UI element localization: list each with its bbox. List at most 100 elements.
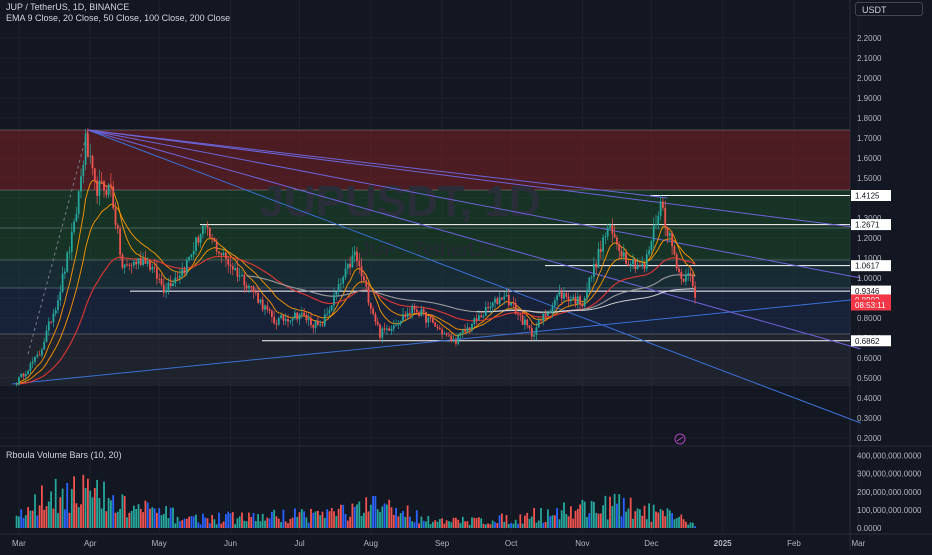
ema-legend[interactable]: EMA 9 Close, 20 Close, 50 Close, 100 Clo… bbox=[6, 13, 231, 23]
currency-button[interactable]: USDT bbox=[855, 2, 923, 16]
trendline bbox=[87, 129, 668, 199]
volume-bar bbox=[110, 500, 112, 528]
volume-bar bbox=[220, 523, 223, 528]
candle bbox=[342, 277, 345, 284]
volume-bar bbox=[547, 509, 549, 528]
candle bbox=[77, 191, 80, 214]
volume-bar bbox=[137, 504, 140, 528]
alert-icon[interactable] bbox=[674, 433, 686, 445]
candle bbox=[96, 180, 98, 196]
candle bbox=[75, 213, 78, 222]
candle bbox=[537, 320, 540, 328]
volume-bar bbox=[418, 523, 420, 528]
volume-bar bbox=[468, 524, 471, 528]
candle bbox=[326, 313, 328, 315]
volume-bar bbox=[687, 524, 690, 528]
candle bbox=[208, 227, 211, 238]
candle bbox=[162, 284, 165, 293]
candle bbox=[275, 323, 278, 325]
volume-bar bbox=[494, 522, 496, 528]
volume-bar bbox=[544, 521, 547, 528]
candle bbox=[448, 334, 450, 336]
volume-bar bbox=[521, 523, 524, 528]
candle bbox=[648, 250, 650, 255]
volume-bar bbox=[510, 522, 512, 528]
price-label-box bbox=[851, 219, 891, 231]
candle bbox=[583, 298, 586, 307]
volume-bar bbox=[627, 508, 630, 528]
volume-bar bbox=[432, 521, 434, 528]
volume-bar bbox=[202, 513, 204, 528]
volume-bar bbox=[434, 520, 437, 528]
volume-bar bbox=[144, 500, 147, 528]
price-tick-label: 0.6000 bbox=[857, 354, 882, 363]
candle bbox=[105, 190, 108, 195]
candle bbox=[652, 225, 655, 242]
symbol-title[interactable]: JUP / TetherUS, 1D, BINANCE bbox=[6, 2, 130, 12]
volume-legend[interactable]: Rboula Volume Bars (10, 20) bbox=[6, 450, 122, 460]
candle bbox=[197, 237, 200, 243]
volume-bar bbox=[135, 508, 138, 528]
candle bbox=[130, 265, 133, 266]
volume-bar bbox=[158, 508, 161, 528]
candle bbox=[291, 318, 294, 321]
volume-tick-label: 200,000,000.0000 bbox=[857, 488, 922, 497]
candle bbox=[576, 296, 579, 304]
candle bbox=[259, 299, 262, 303]
volume-bar bbox=[694, 526, 696, 528]
volume-bar bbox=[116, 511, 119, 528]
volume-bar bbox=[84, 488, 87, 528]
volume-bar bbox=[264, 520, 266, 528]
volume-bar bbox=[496, 523, 499, 528]
volume-bar bbox=[24, 515, 27, 528]
candle bbox=[80, 176, 82, 192]
volume-bar bbox=[650, 521, 653, 528]
volume-bar bbox=[415, 510, 418, 528]
candle bbox=[558, 291, 561, 296]
volume-bar bbox=[271, 511, 273, 528]
candle bbox=[372, 308, 374, 314]
candle bbox=[31, 361, 34, 364]
price-tick-label: 1.3000 bbox=[857, 214, 882, 223]
candle bbox=[34, 356, 36, 362]
candle bbox=[367, 286, 370, 304]
candle bbox=[52, 313, 55, 323]
candle bbox=[588, 277, 591, 290]
volume-bar bbox=[307, 522, 310, 528]
candle bbox=[473, 318, 476, 324]
volume-bar bbox=[606, 519, 609, 528]
volume-bar bbox=[567, 516, 570, 528]
volume-bar bbox=[436, 521, 439, 528]
volume-bar bbox=[261, 513, 264, 528]
candle bbox=[351, 255, 354, 268]
candle bbox=[436, 326, 439, 328]
volume-bar bbox=[190, 516, 193, 528]
volume-bar bbox=[167, 518, 170, 528]
volume-bar bbox=[636, 508, 639, 528]
candle bbox=[560, 291, 563, 299]
volume-bar bbox=[57, 513, 59, 528]
candle bbox=[595, 263, 598, 268]
candle bbox=[510, 302, 512, 306]
ema-9-line bbox=[16, 180, 696, 385]
candle bbox=[335, 292, 338, 295]
time-tick-label: Nov bbox=[575, 539, 589, 548]
price-tick-label: 2.1000 bbox=[857, 54, 882, 63]
candle bbox=[330, 305, 333, 311]
volume-bar bbox=[381, 506, 384, 528]
volume-bar bbox=[365, 497, 368, 528]
volume-bar bbox=[317, 510, 319, 528]
candle bbox=[443, 333, 446, 335]
candle bbox=[181, 269, 184, 276]
volume-bar bbox=[333, 511, 335, 528]
candle bbox=[636, 265, 639, 270]
candle bbox=[655, 224, 657, 226]
volume-bar bbox=[128, 512, 131, 528]
zone bbox=[0, 288, 850, 334]
volume-bar bbox=[455, 517, 457, 528]
candle bbox=[425, 311, 427, 323]
candle bbox=[616, 237, 618, 245]
volume-bar bbox=[535, 522, 538, 528]
